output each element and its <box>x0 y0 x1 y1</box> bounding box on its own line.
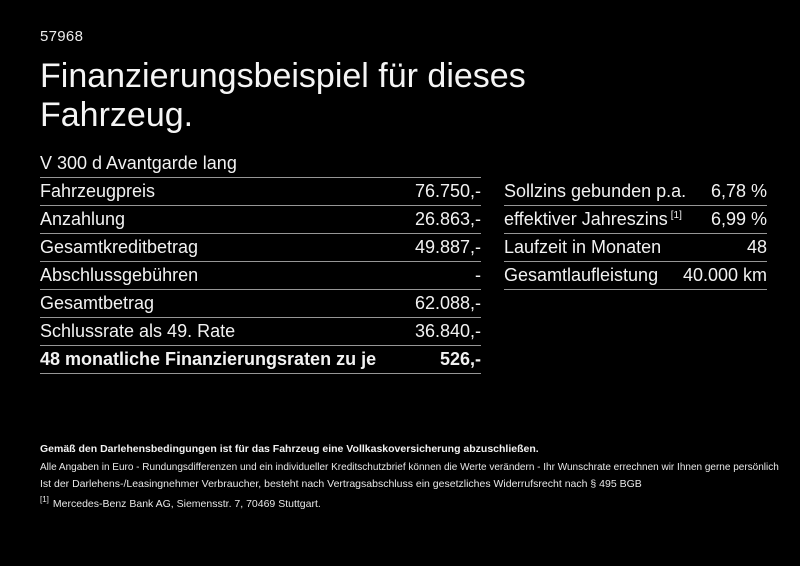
row-value: 26.863,- <box>414 209 481 229</box>
footnote: [1] Mercedes-Benz Bank AG, Siemensstr. 7,… <box>40 496 800 514</box>
row-label: Gesamtkreditbetrag <box>40 237 199 257</box>
row-value: 526,- <box>439 349 481 369</box>
row-label: Gesamtlaufleistung <box>504 265 659 285</box>
vehicle-name: V 300 d Avantgarde lang <box>40 153 237 173</box>
footnote-marker: [1] <box>40 495 49 504</box>
finance-row: Gesamtbetrag 62.088,- <box>40 290 481 318</box>
finance-table-right: Sollzins gebunden p.a. 6,78 % effektiver J… <box>504 178 767 290</box>
finance-row: Sollzins gebunden p.a. 6,78 % <box>504 178 767 206</box>
page-title-line2: Fahrzeug. <box>40 96 194 134</box>
finance-table-left-rows: Fahrzeugpreis 76.750,- Anzahlung 26.863,- Ge… <box>40 178 481 374</box>
vehicle-name-row: V 300 d Avantgarde lang <box>40 150 481 178</box>
row-label: Fahrzeugpreis <box>40 181 156 201</box>
row-value: 62.088,- <box>414 293 481 313</box>
row-value: 36.840,- <box>414 321 481 341</box>
finance-table-left: V 300 d Avantgarde lang Fahrzeugpreis 76.… <box>40 150 481 374</box>
row-value: 40.000 km <box>682 265 767 285</box>
finance-row: Abschlussgebühren - <box>40 262 481 290</box>
page-title: Finanzierungsbeispiel für dieses Fahrzeu… <box>40 57 526 135</box>
row-value: 49.887,- <box>414 237 481 257</box>
finance-row: Fahrzeugpreis 76.750,- <box>40 178 481 206</box>
row-value: 48 <box>746 237 767 257</box>
finance-row: Anzahlung 26.863,- <box>40 206 481 234</box>
row-value: 6,99 % <box>710 209 767 229</box>
row-label: effektiver Jahreszins [1] <box>504 209 682 229</box>
page-title-line1: Finanzierungsbeispiel für dieses <box>40 57 526 95</box>
finance-tables: V 300 d Avantgarde lang Fahrzeugpreis 76.… <box>40 150 767 374</box>
row-label: Sollzins gebunden p.a. <box>504 181 687 201</box>
row-label: Abschlussgebühren <box>40 265 199 285</box>
disclaimer-note: Alle Angaben in Euro - Rundungsdifferenz… <box>40 461 779 473</box>
row-value: 6,78 % <box>710 181 767 201</box>
row-value: 76.750,- <box>414 181 481 201</box>
row-label: 48 monatliche Finanzierungsraten zu je <box>40 349 377 369</box>
row-label: Laufzeit in Monaten <box>504 237 662 257</box>
footnote-text: Mercedes-Benz Bank AG, Siemensstr. 7, 70… <box>52 497 321 510</box>
withdrawal-note: Ist der Darlehens-/Leasingnehmer Verbrau… <box>40 478 642 490</box>
row-label: Schlussrate als 49. Rate <box>40 321 236 341</box>
listing-id: 57968 <box>40 28 84 45</box>
insurance-note: Gemäß den Darlehensbedingungen ist für d… <box>40 443 539 455</box>
finance-row: 48 monatliche Finanzierungsraten zu je 52… <box>40 346 481 374</box>
row-label: Gesamtbetrag <box>40 293 155 313</box>
finance-row: effektiver Jahreszins [1] 6,99 % <box>504 206 767 234</box>
finance-row: Gesamtlaufleistung 40.000 km <box>504 262 767 290</box>
finance-table-right-rows: Sollzins gebunden p.a. 6,78 % effektiver J… <box>504 178 767 290</box>
finance-row: Laufzeit in Monaten 48 <box>504 234 767 262</box>
finance-row: Gesamtkreditbetrag 49.887,- <box>40 234 481 262</box>
footnote-ref: [1] <box>670 210 682 221</box>
row-label: Anzahlung <box>40 209 126 229</box>
legal-footer: Gemäß den Darlehensbedingungen ist für d… <box>40 441 800 513</box>
finance-row: Schlussrate als 49. Rate 36.840,- <box>40 318 481 346</box>
row-value: - <box>475 265 481 285</box>
